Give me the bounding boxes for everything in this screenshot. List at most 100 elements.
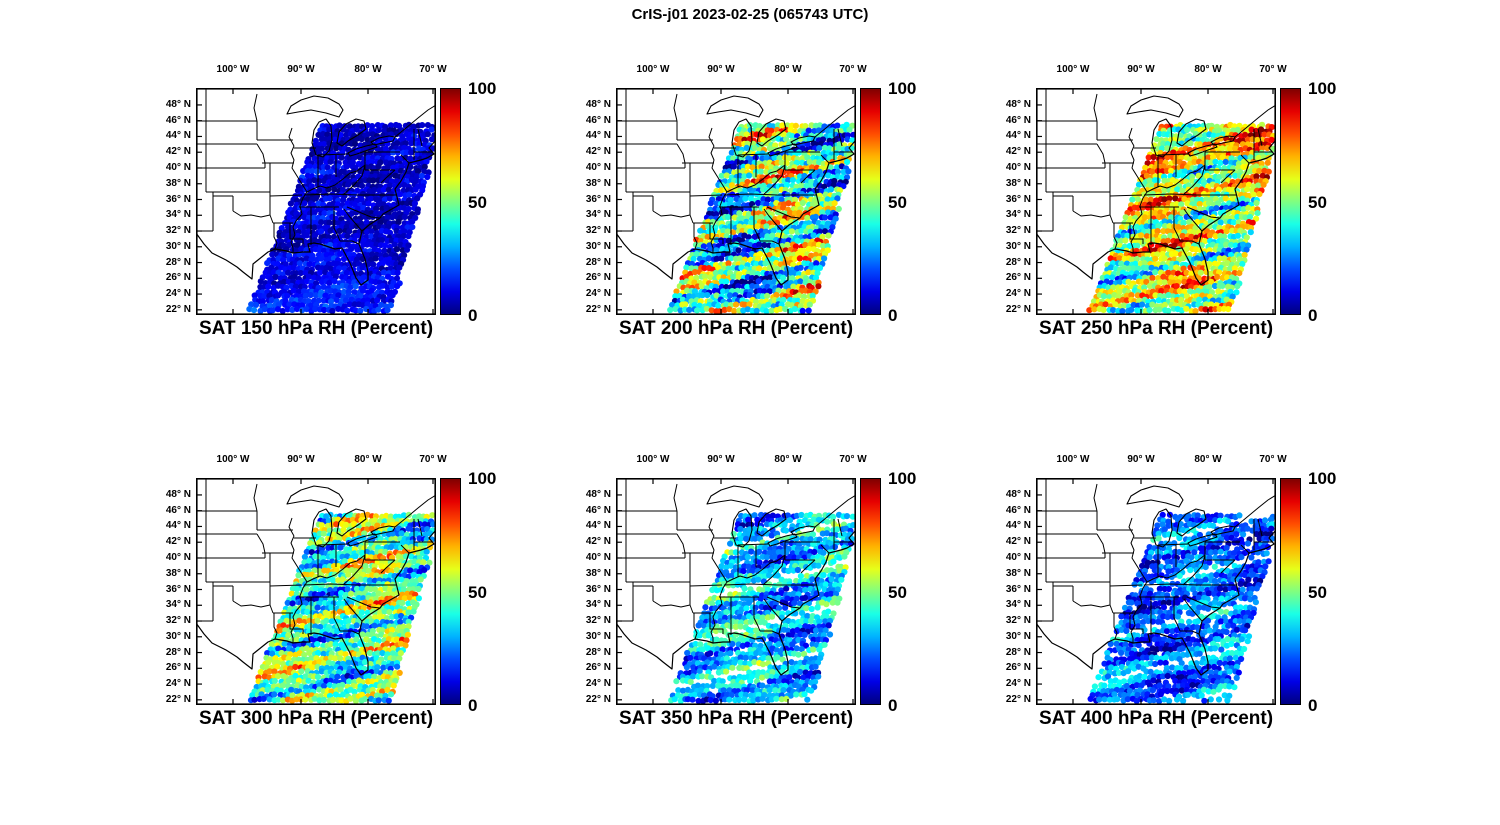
lat-tick-label: 48° N (165, 98, 191, 110)
lat-tick-label: 46° N (165, 114, 191, 126)
lat-tick-label: 40° N (165, 161, 191, 173)
panel-sat-200hpa-rh: 100° W 90° W 80° W 70° W 48° N 46° N 44° N 42°… (556, 62, 936, 362)
lat-tick-label: 30° N (585, 240, 611, 252)
lat-tick-label: 24° N (1005, 678, 1031, 690)
lat-tick-label: 26° N (165, 662, 191, 674)
lat-tick-label: 26° N (165, 272, 191, 284)
map-plot-area (196, 478, 436, 705)
lon-tick-label: 70° W (839, 64, 867, 75)
lon-tick-label: 80° W (774, 454, 802, 465)
colorbar (1280, 478, 1301, 705)
lat-tick-label: 42° N (585, 146, 611, 158)
lon-tick-label: 100° W (216, 64, 250, 75)
lat-tick-label: 48° N (1005, 98, 1031, 110)
lat-tick-label: 22° N (1005, 693, 1031, 705)
lat-tick-label: 26° N (1005, 272, 1031, 284)
colorbar-tick-label: 50 (1308, 583, 1327, 602)
lat-tick-label: 26° N (585, 662, 611, 674)
lat-tick-label: 22° N (165, 303, 191, 315)
lon-tick-label: 90° W (707, 64, 735, 75)
lat-tick-label: 46° N (1005, 114, 1031, 126)
lat-tick-label: 32° N (165, 225, 191, 237)
lat-tick-label: 38° N (585, 567, 611, 579)
colorbar-tick-label: 100 (1308, 469, 1337, 488)
lat-tick-label: 24° N (1005, 288, 1031, 300)
lon-tick-label: 70° W (419, 64, 447, 75)
lon-tick-label: 100° W (636, 64, 670, 75)
lon-tick-label: 70° W (1259, 64, 1287, 75)
colorbar-tick-label: 0 (1308, 306, 1318, 325)
lat-tick-label: 44° N (1005, 520, 1031, 532)
colorbar-tick-label: 50 (468, 583, 487, 602)
lat-tick-label: 24° N (585, 678, 611, 690)
map-plot-area (196, 88, 436, 315)
lat-tick-label: 46° N (1005, 504, 1031, 516)
lat-tick-label: 34° N (165, 209, 191, 221)
panel-sat-150hpa-rh: 100° W 90° W 80° W 70° W 48° N 46° N 44° N 42°… (136, 62, 516, 362)
lat-tick-label: 36° N (1005, 193, 1031, 205)
lat-tick-label: 44° N (585, 520, 611, 532)
colorbar-tick-label: 100 (468, 469, 497, 488)
lon-tick-label: 100° W (1056, 64, 1090, 75)
panel-sat-350hpa-rh: 100° W 90° W 80° W 70° W 48° N 46° N 44° N 42°… (556, 452, 936, 752)
colorbar (860, 88, 881, 315)
lat-tick-label: 26° N (585, 272, 611, 284)
lat-tick-label: 22° N (1005, 303, 1031, 315)
lon-tick-label: 70° W (1259, 454, 1287, 465)
figure-title: CrIS-j01 2023-02-25 (065743 UTC) (631, 6, 869, 23)
lat-tick-label: 28° N (585, 256, 611, 268)
lon-tick-label: 70° W (839, 454, 867, 465)
lat-tick-label: 48° N (585, 98, 611, 110)
panel-sat-250hpa-rh: 100° W 90° W 80° W 70° W 48° N 46° N 44° N 42°… (976, 62, 1356, 362)
lat-tick-label: 40° N (585, 551, 611, 563)
lat-tick-label: 40° N (1005, 161, 1031, 173)
map-plot-area (1036, 478, 1276, 705)
lat-tick-label: 40° N (585, 161, 611, 173)
colorbar-tick-label: 100 (468, 79, 497, 98)
lat-tick-label: 34° N (585, 209, 611, 221)
lat-tick-label: 42° N (165, 536, 191, 548)
lat-tick-label: 46° N (585, 504, 611, 516)
colorbar (440, 478, 461, 705)
lon-tick-label: 100° W (216, 454, 250, 465)
lat-tick-label: 36° N (1005, 583, 1031, 595)
colorbar-tick-label: 0 (888, 696, 898, 715)
map-svg (1036, 88, 1276, 315)
lat-tick-label: 36° N (585, 193, 611, 205)
lat-tick-label: 34° N (1005, 599, 1031, 611)
lat-tick-label: 46° N (585, 114, 611, 126)
panel-sat-400hpa-rh: 100° W 90° W 80° W 70° W 48° N 46° N 44° N 42°… (976, 452, 1356, 752)
lat-tick-label: 38° N (165, 177, 191, 189)
lon-tick-label: 100° W (636, 454, 670, 465)
lat-tick-label: 34° N (165, 599, 191, 611)
lon-tick-label: 80° W (354, 64, 382, 75)
lat-tick-label: 46° N (165, 504, 191, 516)
lat-tick-label: 38° N (585, 177, 611, 189)
colorbar-tick-label: 0 (468, 696, 478, 715)
lat-tick-label: 42° N (1005, 146, 1031, 158)
rh-data-swath (667, 121, 856, 315)
axis-ticks (1036, 478, 1274, 705)
lon-tick-label: 80° W (1194, 454, 1222, 465)
lon-tick-label: 90° W (707, 454, 735, 465)
lat-tick-label: 36° N (165, 583, 191, 595)
lat-tick-label: 34° N (1005, 209, 1031, 221)
panel-title: SAT 200 hPa RH (Percent) (618, 318, 854, 339)
lat-tick-label: 42° N (585, 536, 611, 548)
map-plot-area (616, 478, 856, 705)
lat-tick-label: 28° N (165, 646, 191, 658)
lat-tick-label: 22° N (165, 693, 191, 705)
lat-tick-label: 48° N (1005, 488, 1031, 500)
lat-tick-label: 26° N (1005, 662, 1031, 674)
lon-tick-label: 70° W (419, 454, 447, 465)
colorbar (440, 88, 461, 315)
colorbar-tick-label: 50 (1308, 193, 1327, 212)
lat-tick-label: 42° N (1005, 536, 1031, 548)
colorbar-tick-label: 0 (1308, 696, 1318, 715)
lat-tick-label: 36° N (585, 583, 611, 595)
map-svg (616, 478, 856, 705)
lat-tick-label: 38° N (1005, 567, 1031, 579)
lon-tick-label: 90° W (1127, 64, 1155, 75)
lat-tick-label: 32° N (585, 615, 611, 627)
panel-title: SAT 350 hPa RH (Percent) (618, 708, 854, 729)
